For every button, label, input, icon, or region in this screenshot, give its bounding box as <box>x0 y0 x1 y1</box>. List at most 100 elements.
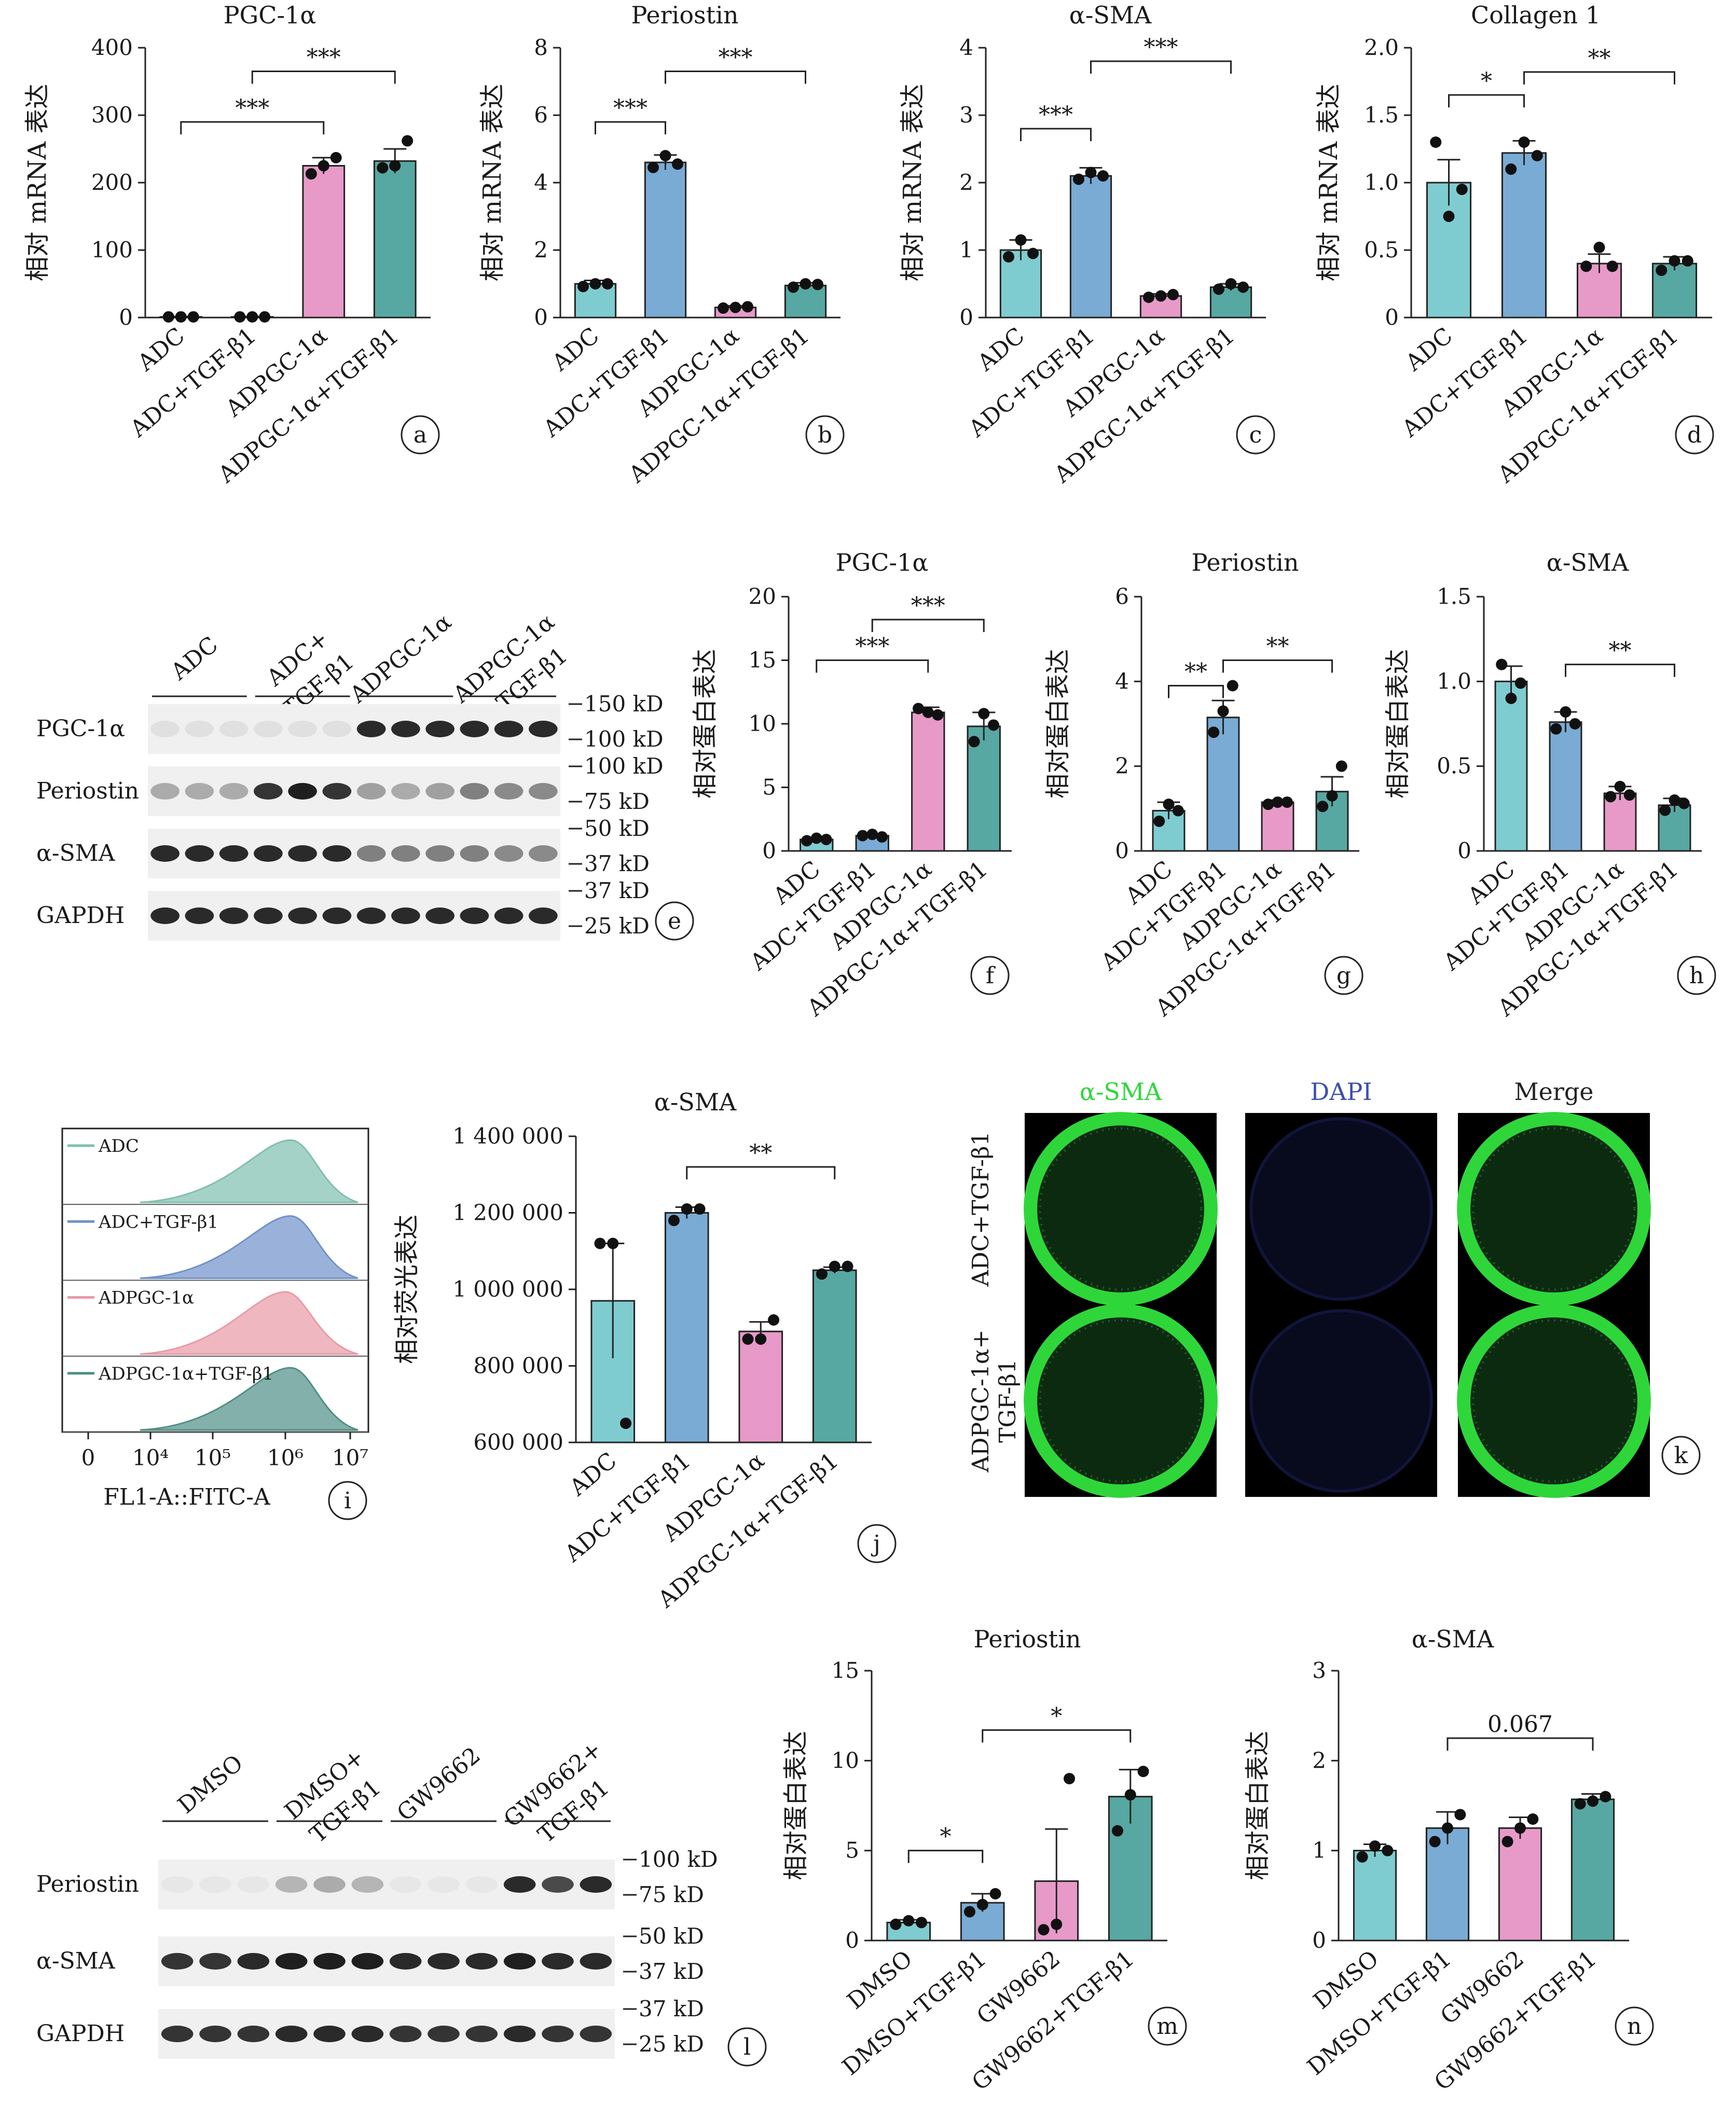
significance-label: 0.067 <box>1487 1711 1553 1738</box>
data-point <box>577 281 589 293</box>
data-point <box>1369 1840 1381 1852</box>
data-point <box>1356 1851 1368 1863</box>
blot-band <box>219 783 249 800</box>
panel-label-d: d <box>1687 422 1702 448</box>
panel-label-circle <box>1236 415 1275 455</box>
panel-label-l: l <box>743 2034 751 2060</box>
blot-band <box>161 1953 194 1970</box>
blot-membrane <box>148 704 560 754</box>
bar <box>1603 792 1637 852</box>
chart-title: PGC-1α <box>224 1 316 29</box>
blot-band <box>465 2026 498 2042</box>
significance-label: *** <box>613 95 647 121</box>
panel-label-circle <box>857 1524 897 1563</box>
panel-label-circle <box>1324 956 1363 995</box>
significance-bracket <box>1446 1737 1594 1751</box>
blot-band <box>428 1953 460 1970</box>
blot-band <box>428 1876 460 1893</box>
y-tick-label: 2 <box>534 237 548 263</box>
flow-legend-label: ADC+TGF-β1 <box>98 1212 218 1232</box>
panel-label-j: j <box>871 1531 880 1557</box>
blot-band <box>254 783 283 800</box>
data-point <box>718 302 729 314</box>
flow-legend-label: ADPGC-1α+TGF-β1 <box>98 1364 273 1384</box>
bar <box>1353 1850 1397 1942</box>
data-point <box>1272 796 1284 808</box>
blot-band <box>391 907 420 924</box>
blot-band <box>351 1953 384 1970</box>
category-label: ADC <box>564 1447 622 1501</box>
data-point <box>922 706 934 718</box>
y-tick-label: 1.0 <box>1364 170 1399 195</box>
y-tick-label: 2 <box>1312 1748 1326 1773</box>
data-point <box>1593 241 1605 253</box>
significance-bracket <box>251 71 396 84</box>
panel-label-c: c <box>1249 422 1262 448</box>
data-point <box>916 1917 928 1929</box>
blot-band <box>288 907 317 924</box>
data-point <box>1064 1773 1076 1784</box>
category-label: ADC+TGF-β1 <box>559 1447 696 1567</box>
data-point <box>978 708 990 720</box>
blot-band <box>529 845 558 862</box>
blot-band <box>322 845 352 862</box>
blot-band <box>219 721 249 737</box>
blot-band <box>494 783 523 800</box>
blot-band <box>199 2026 231 2042</box>
y-axis-label: 相对 mRNA 表达 <box>1314 84 1343 282</box>
data-point <box>768 1314 780 1326</box>
panel-label-circle <box>727 2027 767 2067</box>
data-point <box>1217 705 1229 717</box>
blot-band <box>322 907 352 924</box>
data-point <box>1550 723 1562 735</box>
data-point <box>1430 136 1442 148</box>
significance-bracket <box>180 121 325 134</box>
blot-band <box>460 907 489 924</box>
immunofluorescence-k: α-SMA DAPI Merge ADC+TGF-β1 ADPGC-1α+ TGF-β1 k <box>968 1078 1701 1498</box>
y-tick-label: 300 <box>91 102 133 128</box>
y-tick-label: 1.5 <box>1364 102 1399 128</box>
if-well <box>1249 1309 1433 1493</box>
panel-label-circle <box>1675 415 1714 455</box>
bar <box>812 1269 857 1443</box>
data-point <box>1213 283 1225 295</box>
blot-membrane <box>158 1936 615 1986</box>
data-point <box>1623 789 1635 801</box>
y-tick-label: 0 <box>845 1928 859 1953</box>
y-tick-label: 0 <box>762 838 776 863</box>
data-point <box>829 1260 841 1272</box>
bar <box>738 1330 783 1443</box>
blot-band <box>494 845 523 862</box>
western-blot-e: ADC ADC+TGF-β1ADPGC-1αADPGC-1α+TGF-β1PGC-… <box>36 609 694 941</box>
panel-label-circle <box>1148 2006 1187 2046</box>
data-point <box>913 703 925 714</box>
blot-band <box>313 1953 346 1970</box>
panel-label-circle <box>401 415 440 455</box>
mw-label: 75 kD <box>584 789 650 814</box>
data-point <box>1073 173 1085 185</box>
data-point <box>976 1898 988 1910</box>
significance-bracket <box>1020 128 1092 141</box>
blot-band <box>237 2026 270 2042</box>
data-point <box>1097 170 1109 182</box>
data-point <box>671 158 683 170</box>
chart-a: PGC-1α 相对 mRNA 表达 0 100 200 300 400 ADCADC+TGF-… <box>23 1 440 488</box>
y-axis-label: 相对荧光表达 <box>392 1215 421 1364</box>
data-point <box>246 311 258 323</box>
data-point <box>1015 234 1027 246</box>
y-axis-label: 相对蛋白表达 <box>1243 1731 1272 1880</box>
data-point <box>330 152 342 163</box>
data-point <box>811 279 823 291</box>
data-point <box>1514 677 1526 689</box>
data-point <box>1659 804 1671 816</box>
data-point <box>318 160 329 172</box>
if-row-label: TGF-β1 <box>995 1359 1021 1442</box>
mw-label: 50 kD <box>639 1923 704 1949</box>
data-point <box>659 150 671 161</box>
y-axis-label: 相对蛋白表达 <box>781 1731 810 1880</box>
data-point <box>1531 150 1543 161</box>
data-point <box>1237 281 1249 293</box>
y-tick-label: 6 <box>534 102 548 128</box>
